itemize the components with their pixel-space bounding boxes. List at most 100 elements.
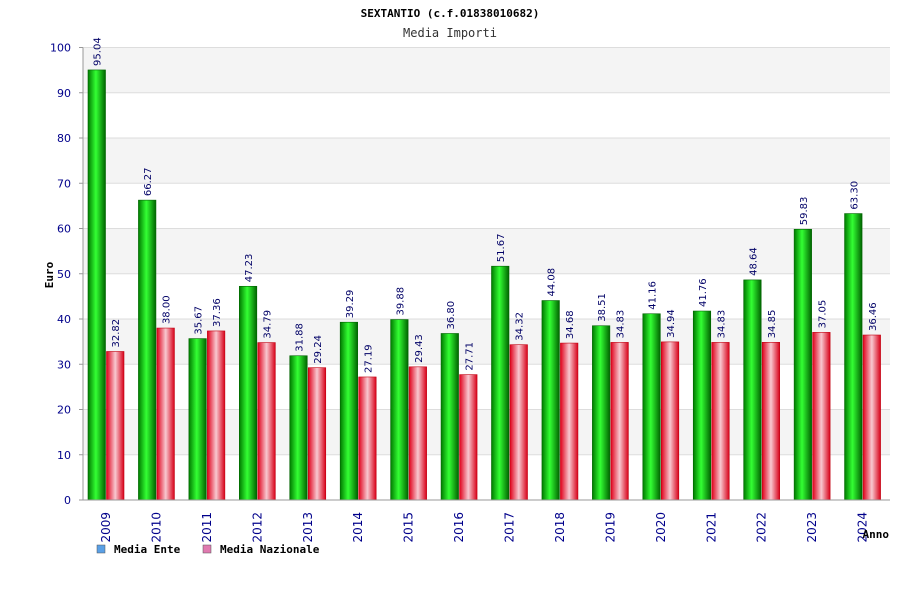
y-tick-label: 0: [64, 494, 71, 507]
bar-media-ente: [440, 333, 459, 501]
bar-media-ente: [188, 338, 207, 501]
bar-media-ente: [138, 199, 157, 501]
value-label: 48.64: [748, 247, 759, 276]
grid-band: [83, 47, 890, 93]
y-tick-label: 40: [57, 313, 71, 326]
bar-media-ente: [87, 69, 106, 501]
x-tick-label: 2009: [99, 512, 113, 543]
x-tick-label: 2012: [250, 512, 264, 543]
x-tick-label: 2015: [402, 512, 416, 543]
bar-media-nazionale: [560, 342, 579, 501]
value-label: 36.46: [868, 302, 879, 331]
y-tick-label: 50: [57, 268, 71, 281]
x-tick-label: 2021: [704, 512, 718, 543]
value-labels: 95.04 32.82 66.27 38.00 35.67 37.36 47.23 34.79…: [93, 37, 879, 373]
legend-swatch: [202, 544, 212, 554]
value-label: 29.43: [414, 334, 425, 363]
legend-swatch: [96, 544, 106, 554]
bar-media-nazionale: [661, 341, 680, 501]
legend-label: Media Ente: [114, 543, 181, 556]
x-tick-label: 2019: [603, 512, 617, 543]
bar-media-ente: [793, 228, 812, 501]
x-axis-label: Anno: [863, 528, 890, 541]
value-label: 27.19: [363, 344, 374, 373]
y-tick-label: 80: [57, 132, 71, 145]
value-label: 34.83: [616, 310, 627, 339]
value-label: 27.71: [464, 342, 475, 371]
value-label: 95.04: [93, 37, 104, 66]
y-tick-label: 100: [50, 42, 71, 55]
value-label: 37.05: [817, 300, 828, 329]
bar-media-nazionale: [207, 330, 226, 501]
bar-media-nazionale: [862, 334, 881, 501]
grid-band: [83, 92, 890, 138]
value-label: 38.51: [597, 293, 608, 322]
x-tick-label: 2011: [200, 512, 214, 543]
x-axis-ticks: 2009 2010 2011 2012 2013 2014 2015 2016 2017 2018…: [99, 512, 870, 543]
bar-media-nazionale: [257, 342, 276, 501]
value-label: 51.67: [496, 234, 507, 263]
value-label: 47.23: [244, 254, 255, 283]
value-label: 39.29: [345, 290, 356, 319]
value-label: 34.32: [515, 312, 526, 341]
x-tick-label: 2013: [301, 512, 315, 543]
bar-media-ente: [339, 321, 358, 501]
bar-media-ente: [743, 279, 762, 501]
y-tick-label: 20: [57, 404, 71, 417]
bar-media-ente: [844, 213, 863, 501]
bar-media-nazionale: [812, 332, 831, 501]
y-tick-label: 60: [57, 223, 71, 236]
y-tick-label: 10: [57, 449, 71, 462]
bar-media-nazionale: [358, 376, 377, 501]
x-tick-label: 2024: [856, 512, 870, 543]
bar-media-nazionale: [459, 374, 478, 501]
bar-media-nazionale: [711, 342, 730, 501]
x-tick-label: 2014: [351, 512, 365, 543]
bar-media-nazionale: [509, 344, 528, 501]
value-label: 35.67: [194, 306, 205, 335]
legend: Media Ente Media Nazionale: [96, 543, 320, 556]
x-tick-label: 2010: [149, 512, 163, 543]
legend-label: Media Nazionale: [220, 543, 320, 556]
value-label: 59.83: [799, 197, 810, 226]
bar-media-nazionale: [156, 327, 175, 501]
y-axis-label: Euro: [43, 261, 56, 288]
value-label: 34.83: [717, 310, 728, 339]
value-label: 41.16: [648, 281, 659, 310]
bar-media-nazionale: [610, 342, 629, 501]
value-label: 34.85: [767, 310, 778, 339]
value-label: 36.80: [446, 301, 457, 330]
x-tick-label: 2020: [654, 512, 668, 543]
bar-media-ente: [692, 310, 712, 501]
value-label: 38.00: [162, 295, 173, 324]
value-label: 39.88: [395, 287, 406, 316]
y-tick-label: 70: [57, 177, 71, 190]
x-tick-label: 2017: [503, 512, 517, 543]
value-label: 34.68: [565, 310, 576, 339]
grid-band: [83, 228, 890, 274]
bar-media-ente: [642, 313, 661, 501]
bar-media-ente: [289, 355, 308, 501]
bar-media-nazionale: [106, 351, 125, 501]
y-tick-label: 90: [57, 87, 71, 100]
value-label: 41.76: [698, 278, 709, 307]
value-label: 63.30: [849, 181, 860, 210]
value-label: 34.94: [666, 309, 677, 338]
bar-media-nazionale: [408, 366, 427, 501]
bar-media-nazionale: [307, 367, 327, 501]
value-label: 34.79: [263, 310, 274, 339]
x-tick-label: 2018: [553, 512, 567, 543]
y-tick-label: 30: [57, 358, 71, 371]
value-label: 66.27: [143, 167, 154, 196]
bar-media-ente: [390, 319, 409, 501]
y-axis-ticks: 0 10 20 30 40 50 60 70 80 90 100: [50, 42, 83, 507]
x-tick-label: 2023: [805, 512, 819, 543]
value-label: 29.24: [313, 335, 324, 364]
grid-band: [83, 183, 890, 229]
x-tick-label: 2022: [755, 512, 769, 543]
chart-subtitle: Media Importi: [403, 26, 497, 40]
bar-media-ente: [239, 285, 258, 501]
bar-media-ente: [541, 300, 560, 501]
value-label: 32.82: [111, 319, 122, 348]
